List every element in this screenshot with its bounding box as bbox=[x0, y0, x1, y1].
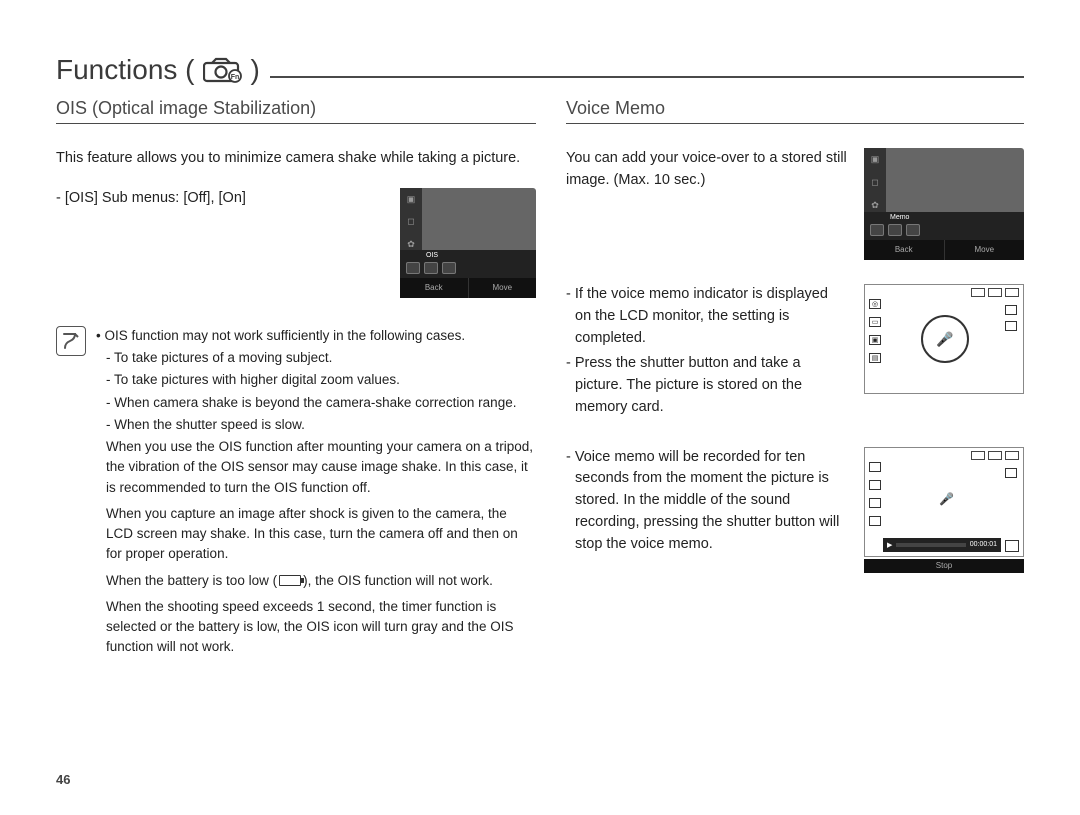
voice-lcd-1: ▣ ◻ ✿ ▶ Memo Back Move bbox=[864, 148, 1024, 260]
mic-icon: 🎤 bbox=[939, 492, 954, 506]
header-title: Functions ( Fn ) bbox=[56, 56, 260, 84]
lcd-strip: Memo bbox=[864, 212, 1024, 240]
lcd-slot-icon: ▣ bbox=[400, 188, 422, 211]
voice-lcd-3: 🎤 ▶ 00:00:01 bbox=[864, 447, 1024, 557]
voice-block-2: If the voice memo indicator is displayed… bbox=[566, 284, 1024, 423]
lcd-footer: Back Move bbox=[400, 278, 536, 298]
ois-submenu-row: [OIS] Sub menus: [Off], [On] ▣ ◻ ✿ ▶ OIS… bbox=[56, 188, 536, 298]
lcd-slot-icon: ◻ bbox=[864, 171, 886, 194]
trash-icon bbox=[1005, 540, 1019, 552]
note-paragraph-battery: When the battery is too low ( ), the OIS … bbox=[96, 571, 536, 591]
lcd-strip-icons bbox=[406, 262, 456, 274]
left-column: OIS (Optical image Stabilization) This f… bbox=[56, 98, 536, 664]
page-number: 46 bbox=[56, 772, 70, 787]
note-bullet: OIS function may not work sufficiently i… bbox=[96, 326, 536, 346]
lcd3-left-icons bbox=[869, 462, 883, 532]
note-paragraph: When the shooting speed exceeds 1 second… bbox=[96, 597, 536, 658]
lcd-back-label: Back bbox=[400, 278, 469, 298]
lcd-strip-label: Memo bbox=[890, 214, 909, 221]
lcd2-face-circle: 🎤 bbox=[921, 315, 969, 363]
note-body: OIS function may not work sufficiently i… bbox=[96, 326, 536, 664]
note-dash: When camera shake is beyond the camera-s… bbox=[96, 393, 536, 413]
svg-text:Fn: Fn bbox=[230, 74, 239, 81]
lcd2-top-icons bbox=[971, 288, 1019, 297]
voice-item: Press the shutter button and take a pict… bbox=[566, 353, 848, 418]
ois-submenu: [OIS] Sub menus: [Off], [On] bbox=[62, 188, 386, 210]
note-dash: To take pictures with higher digital zoo… bbox=[96, 370, 536, 390]
battery-low-icon bbox=[279, 575, 301, 586]
lcd-move-label: Move bbox=[945, 240, 1025, 260]
note-dash: When the shutter speed is slow. bbox=[96, 415, 536, 435]
ois-section-title: OIS (Optical image Stabilization) bbox=[56, 98, 536, 124]
lcd-footer: Back Move bbox=[864, 240, 1024, 260]
lcd2-left-icons: ◎▭▣▤ bbox=[869, 299, 883, 389]
header-rule bbox=[270, 76, 1024, 78]
lcd-slot-icon: ◻ bbox=[400, 210, 422, 233]
note-paragraph: When you use the OIS function after moun… bbox=[96, 437, 536, 498]
note-dash: To take pictures of a moving subject. bbox=[96, 348, 536, 368]
lcd2-right-icons bbox=[1005, 305, 1019, 337]
title-prefix: Functions ( bbox=[56, 56, 195, 84]
voice-text-3: Voice memo will be recorded for ten seco… bbox=[566, 447, 848, 560]
ois-lcd-mock: ▣ ◻ ✿ ▶ OIS Back Move bbox=[400, 188, 536, 298]
lcd3-progress: ▶ 00:00:01 bbox=[883, 538, 1001, 552]
voice-lcd-2: ◎▭▣▤ 🎤 bbox=[864, 284, 1024, 394]
lcd3-right-icons bbox=[1005, 468, 1019, 484]
lcd-back-label: Back bbox=[864, 240, 945, 260]
voice-item: If the voice memo indicator is displayed… bbox=[566, 284, 848, 349]
para3b: ), the OIS function will not work. bbox=[303, 573, 493, 588]
manual-page: Functions ( Fn ) OIS (Optical image Stab… bbox=[0, 0, 1080, 815]
progress-time: 00:00:01 bbox=[970, 541, 997, 548]
lcd-strip-icons bbox=[870, 224, 920, 236]
voice-block-3: Voice memo will be recorded for ten seco… bbox=[566, 447, 1024, 573]
lcd-strip-label: OIS bbox=[426, 252, 438, 259]
progress-bar bbox=[896, 543, 965, 547]
lcd-strip: OIS bbox=[400, 250, 536, 278]
voice-text-2: If the voice memo indicator is displayed… bbox=[566, 284, 848, 423]
ois-submenu-text: [OIS] Sub menus: [Off], [On] bbox=[56, 188, 386, 224]
lcd-slot-icon: ▣ bbox=[864, 148, 886, 171]
voice-intro-block: You can add your voice-over to a stored … bbox=[566, 148, 1024, 260]
right-column: Voice Memo You can add your voice-over t… bbox=[566, 98, 1024, 664]
ois-intro: This feature allows you to minimize came… bbox=[56, 148, 536, 170]
content-columns: OIS (Optical image Stabilization) This f… bbox=[56, 98, 1024, 664]
voice-lcd-3-wrap: 🎤 ▶ 00:00:01 Stop bbox=[864, 447, 1024, 573]
lcd3-top-icons bbox=[971, 451, 1019, 460]
voice-item: Voice memo will be recorded for ten seco… bbox=[566, 447, 848, 556]
mic-icon: 🎤 bbox=[936, 331, 953, 348]
camera-fn-icon: Fn bbox=[203, 56, 243, 84]
play-icon: ▶ bbox=[887, 541, 892, 549]
lcd3-stop-label: Stop bbox=[864, 559, 1024, 573]
ois-note-box: OIS function may not work sufficiently i… bbox=[56, 326, 536, 664]
title-suffix: ) bbox=[251, 56, 260, 84]
voice-intro: You can add your voice-over to a stored … bbox=[566, 148, 848, 192]
voice-section-title: Voice Memo bbox=[566, 98, 1024, 124]
page-header: Functions ( Fn ) bbox=[56, 56, 1024, 84]
note-icon bbox=[56, 326, 86, 356]
note-paragraph: When you capture an image after shock is… bbox=[96, 504, 536, 565]
lcd-move-label: Move bbox=[469, 278, 537, 298]
para3a: When the battery is too low ( bbox=[106, 573, 277, 588]
